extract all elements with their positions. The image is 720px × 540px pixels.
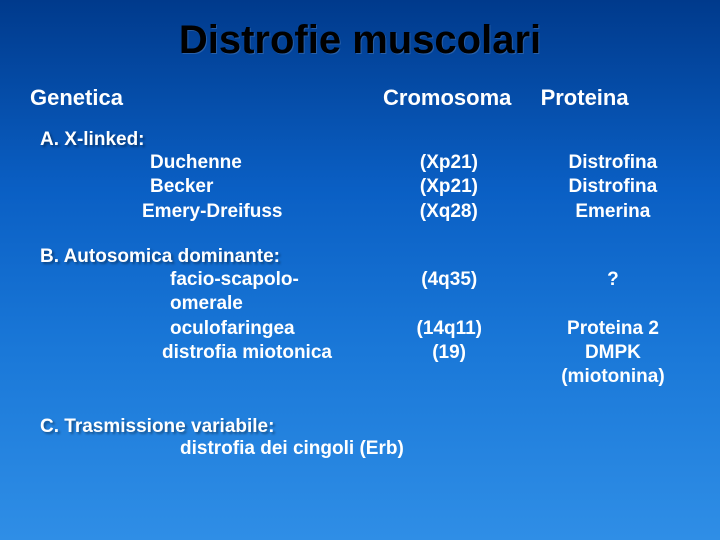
table-row: distrofia miotonica (19) DMPK (30, 341, 690, 365)
disease-name: Becker (30, 175, 362, 199)
header-proteina: Proteina (535, 85, 690, 111)
slide: Distrofie muscolari Genetica Cromosoma P… (0, 0, 720, 540)
section-a-label: A. X-linked: (40, 129, 690, 151)
disease-name: Duchenne (30, 151, 362, 175)
table-row: Duchenne (Xp21) Distrofina (30, 151, 690, 175)
disease-name: oculofaringea (30, 317, 363, 341)
table-row: facio-scapolo-omerale (4q35) ? (30, 268, 690, 317)
chromosome: (14q11) (363, 317, 536, 341)
table-row: Becker (Xp21) Distrofina (30, 175, 690, 199)
header-cromosoma: Cromosoma (360, 85, 535, 111)
chromosome: (Xp21) (362, 175, 536, 199)
disease-name: Emery-Dreifuss (30, 200, 362, 224)
section-b: B. Autosomica dominante: facio-scapolo-o… (30, 246, 690, 390)
protein: Proteina 2 (536, 317, 690, 341)
chromosome: (4q35) (363, 268, 536, 317)
slide-title: Distrofie muscolari (30, 18, 690, 63)
disease-name: facio-scapolo-omerale (30, 268, 363, 317)
section-c: C. Trasmissione variabile: distrofia dei… (30, 416, 690, 460)
protein: DMPK (536, 341, 690, 365)
section-c-label: C. Trasmissione variabile: (40, 416, 690, 438)
chromosome: (Xp21) (362, 151, 536, 175)
section-a: A. X-linked: Duchenne (Xp21) Distrofina … (30, 129, 690, 224)
table-row: (miotonina) (30, 365, 690, 389)
header-genetica: Genetica (30, 85, 360, 111)
table-row: Emery-Dreifuss (Xq28) Emerina (30, 200, 690, 224)
column-headers: Genetica Cromosoma Proteina (30, 85, 690, 111)
protein: Distrofina (536, 175, 690, 199)
chromosome: (19) (362, 341, 535, 365)
protein: Distrofina (536, 151, 690, 175)
section-b-label: B. Autosomica dominante: (40, 246, 690, 268)
protein-extra: (miotonina) (536, 365, 690, 389)
chromosome: (Xq28) (362, 200, 536, 224)
disease-name: distrofia miotonica (30, 341, 362, 365)
protein: ? (536, 268, 690, 317)
table-row: oculofaringea (14q11) Proteina 2 (30, 317, 690, 341)
section-c-sub: distrofia dei cingoli (Erb) (30, 438, 690, 460)
protein: Emerina (536, 200, 690, 224)
